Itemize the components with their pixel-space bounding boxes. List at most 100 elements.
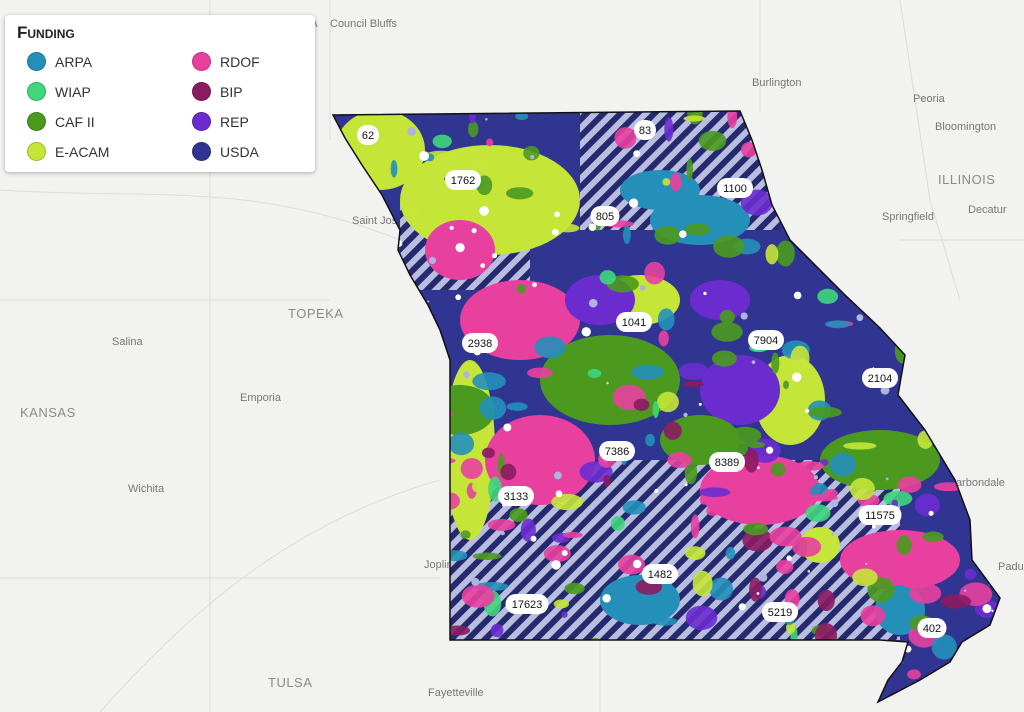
funding-areas: [333, 111, 1000, 702]
cluster-marker[interactable]: [357, 125, 379, 145]
funding-area: [883, 490, 913, 507]
funding-area: [914, 493, 940, 517]
uncovered-area: [471, 228, 477, 234]
place-label: TULSA: [268, 675, 312, 690]
cluster-marker[interactable]: [709, 452, 745, 472]
funding-area: [471, 480, 481, 493]
funding-area: [339, 333, 357, 356]
legend-item[interactable]: ARPA: [27, 52, 92, 71]
funding-area: [824, 489, 838, 497]
cluster-marker[interactable]: [762, 602, 798, 622]
funding-area: [839, 663, 859, 673]
cluster-marker[interactable]: [862, 368, 898, 388]
funding-area: [599, 270, 616, 285]
funding-area: [472, 552, 502, 560]
uncovered-area: [339, 675, 348, 685]
funding-area: [857, 111, 867, 125]
cluster-marker[interactable]: [505, 594, 549, 614]
funding-area: [516, 283, 526, 295]
funding-area: [981, 217, 995, 242]
cluster-marker[interactable]: [590, 206, 620, 226]
cluster-count: 11575: [865, 510, 895, 522]
funding-area: [908, 582, 942, 604]
uncovered-area: [756, 592, 760, 595]
funding-area: [699, 495, 709, 505]
funding-area: [333, 184, 350, 191]
funding-area: [711, 322, 743, 342]
uncovered-area: [986, 305, 990, 310]
uncovered-area: [366, 537, 377, 548]
funding-area: [904, 171, 934, 180]
cluster-marker[interactable]: [634, 120, 656, 140]
funding-area: [523, 145, 540, 161]
funding-area: [657, 391, 679, 413]
funding-area: [897, 476, 922, 493]
funding-area: [925, 556, 947, 575]
legend-swatch: [192, 82, 211, 101]
uncovered-area: [991, 609, 994, 612]
cluster-marker[interactable]: [616, 312, 652, 332]
legend-item[interactable]: E-ACAM: [27, 142, 109, 161]
legend-item[interactable]: RDOF: [192, 52, 260, 71]
legend-label: ARPA: [55, 53, 93, 70]
uncovered-area: [485, 118, 488, 121]
cluster-count: 62: [362, 130, 374, 142]
cluster-marker[interactable]: [748, 330, 784, 350]
cluster-count: 3133: [504, 491, 528, 503]
funding-area: [790, 345, 810, 372]
uncovered-area: [632, 559, 642, 569]
funding-area: [773, 667, 781, 676]
funding-area: [622, 500, 646, 515]
cluster-marker[interactable]: [498, 486, 534, 506]
funding-area: [690, 280, 750, 320]
funding-area: [645, 433, 656, 447]
funding-area: [500, 463, 517, 481]
funding-area: [744, 448, 759, 473]
funding-area: [335, 111, 425, 190]
uncovered-area: [820, 187, 827, 194]
funding-area: [506, 402, 528, 411]
clusters[interactable]: 62 83 1762 805 1100 1041 7904 2938 2104 7386 8389 3…: [357, 120, 947, 638]
cluster-marker[interactable]: [717, 178, 753, 198]
funding-area: [732, 514, 758, 522]
funding-area: [543, 545, 571, 563]
legend-label: REP: [220, 113, 249, 130]
funding-area: [844, 549, 863, 573]
cluster-marker[interactable]: [599, 441, 635, 461]
legend-item[interactable]: WIAP: [27, 82, 91, 101]
funding-area: [849, 477, 875, 501]
cluster-marker[interactable]: [858, 505, 902, 525]
uncovered-area: [804, 408, 810, 414]
uncovered-area: [602, 594, 611, 603]
uncovered-area: [864, 562, 868, 565]
uncovered-area: [871, 247, 879, 255]
funding-area: [808, 406, 842, 418]
legend-item[interactable]: BIP: [192, 82, 243, 101]
funding-area: [373, 247, 385, 261]
uncovered-area: [415, 359, 418, 363]
cluster-marker[interactable]: [917, 618, 947, 638]
uncovered-area: [878, 184, 885, 191]
funding-area: [561, 611, 568, 618]
uncovered-area: [357, 459, 362, 464]
legend-item[interactable]: CAF II: [27, 112, 95, 131]
legend-item[interactable]: REP: [192, 112, 249, 131]
cluster-marker[interactable]: [462, 333, 498, 353]
funding-area: [987, 148, 1000, 161]
cluster-marker[interactable]: [642, 564, 678, 584]
uncovered-area: [684, 483, 688, 487]
cluster-count: 805: [596, 211, 614, 223]
uncovered-area: [530, 535, 537, 542]
funding-area: [485, 415, 595, 505]
cluster-marker[interactable]: [445, 170, 481, 190]
legend: Funding ARPA WIAP CAF II E-ACAM RDOF BIP REP US…: [5, 15, 315, 172]
uncovered-area: [479, 206, 489, 216]
uncovered-area: [639, 284, 646, 291]
uncovered-area: [679, 230, 687, 238]
legend-item[interactable]: USDA: [192, 142, 259, 161]
uncovered-area: [449, 225, 454, 230]
funding-area: [896, 535, 912, 556]
uncovered-area: [359, 439, 367, 447]
